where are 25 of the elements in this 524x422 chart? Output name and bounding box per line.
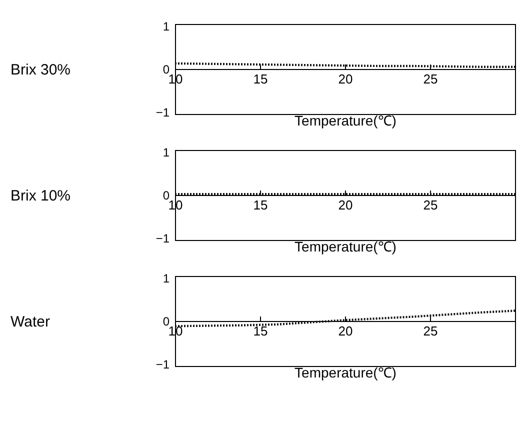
y-tick-label: 0 <box>162 188 170 202</box>
x-tick-label: 20 <box>338 324 353 338</box>
x-tick-label: 25 <box>423 72 438 86</box>
y-tick-label: −1 <box>156 105 170 120</box>
y-axis-title: Brix 30% <box>10 62 71 78</box>
x-tick-label: 15 <box>253 324 268 338</box>
line-series <box>174 310 516 328</box>
y-tick-label: 1 <box>162 272 170 286</box>
y-tick-label: 0 <box>162 314 170 328</box>
x-tick-label: 20 <box>338 198 353 212</box>
y-tick-label: −1 <box>156 357 170 372</box>
x-tick-label: 15 <box>253 198 268 212</box>
x-axis-title: Temperature(℃) <box>294 238 396 254</box>
y-tick-label: 0 <box>162 62 170 76</box>
x-axis-title: Temperature(℃) <box>294 364 396 380</box>
x-axis-title: Temperature(℃) <box>294 112 396 128</box>
y-tick-label: 1 <box>162 146 170 160</box>
y-axis-title: Water <box>10 314 50 330</box>
y-axis-title: Brix 10% <box>10 188 71 204</box>
x-tick-label: 25 <box>423 324 438 338</box>
y-tick-label: 1 <box>162 20 170 34</box>
x-tick-label: 25 <box>423 198 438 212</box>
y-tick-label: −1 <box>156 231 170 246</box>
x-tick-label: 15 <box>253 72 268 86</box>
x-tick-label: 20 <box>338 72 353 86</box>
